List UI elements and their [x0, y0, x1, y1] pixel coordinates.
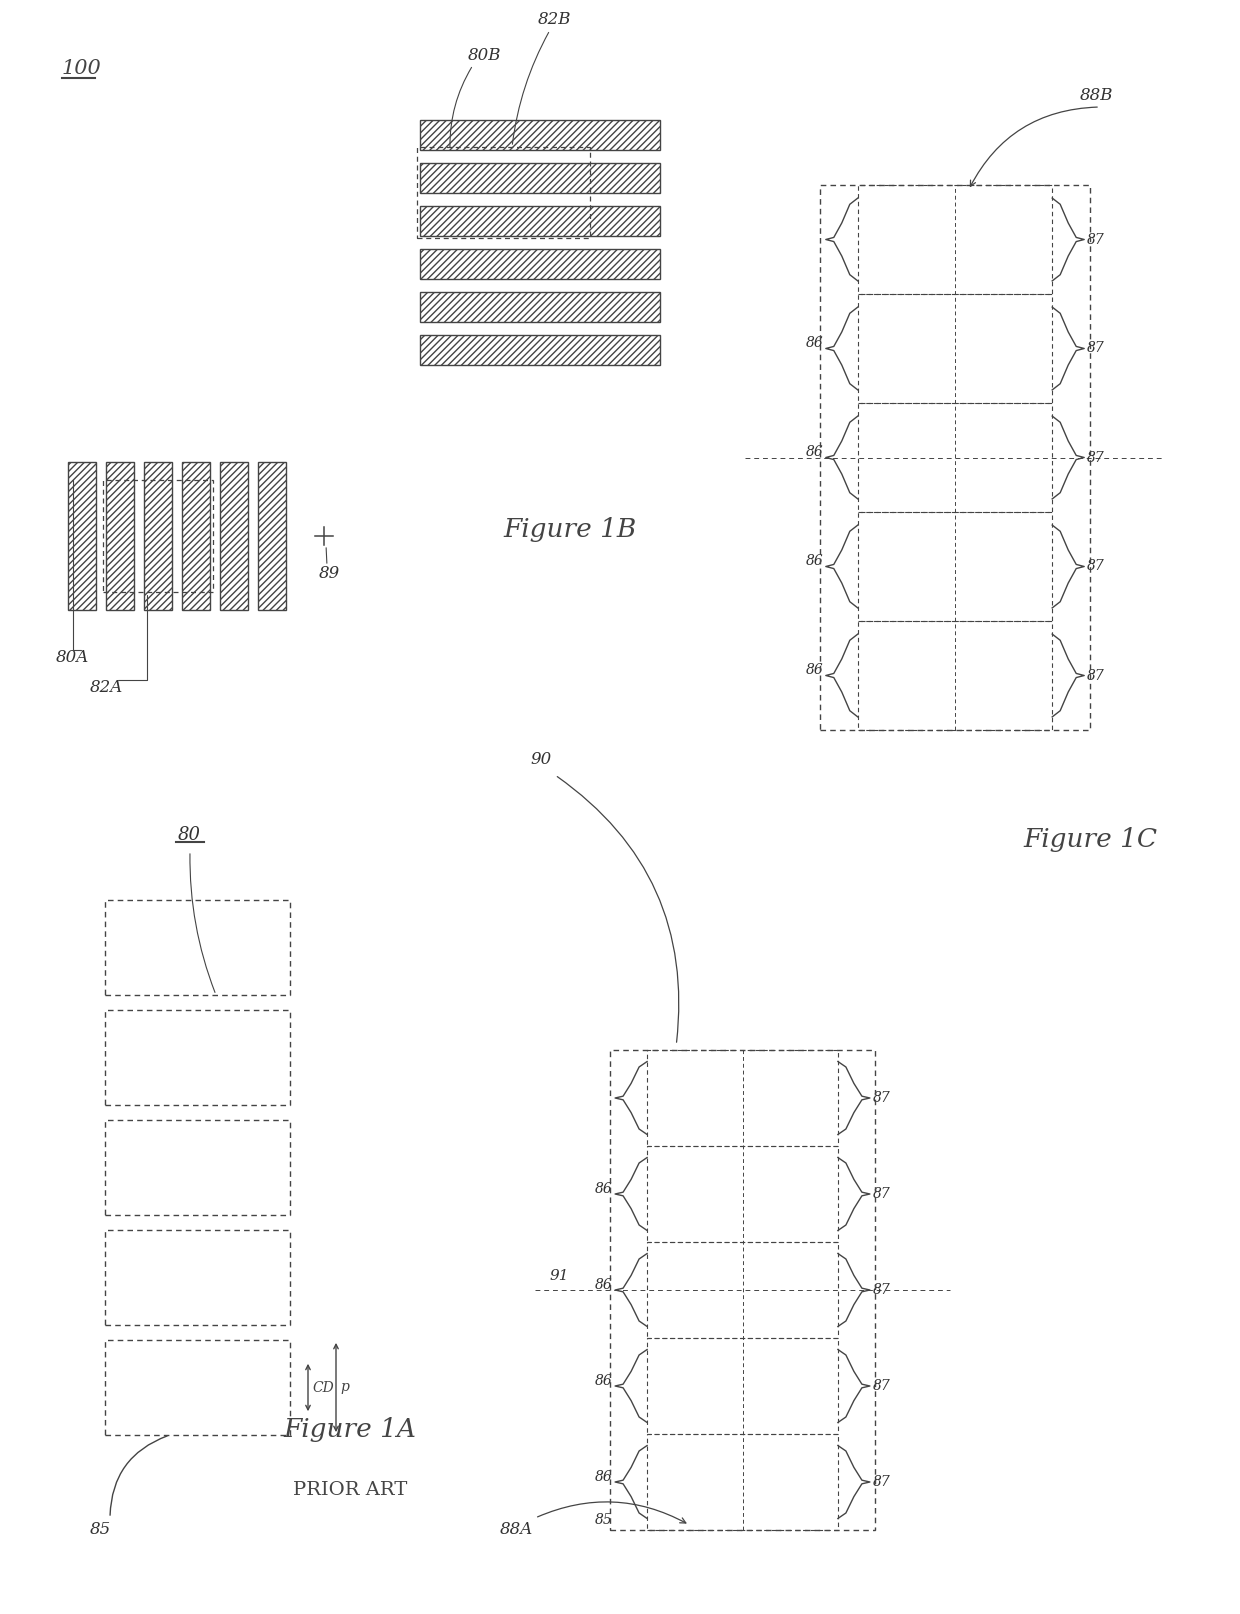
- Bar: [647, 1338, 838, 1433]
- Text: 86: 86: [595, 1374, 613, 1388]
- Text: 87: 87: [873, 1091, 890, 1106]
- Text: 87: 87: [873, 1186, 890, 1201]
- Bar: [858, 404, 1053, 512]
- Text: 87: 87: [873, 1475, 890, 1490]
- Bar: [105, 901, 290, 994]
- Bar: [647, 1051, 838, 1146]
- Text: 87: 87: [1087, 668, 1105, 683]
- Bar: [647, 1433, 838, 1530]
- Bar: [858, 621, 1053, 730]
- Text: 100: 100: [62, 58, 102, 77]
- Bar: [420, 292, 660, 323]
- Text: 86: 86: [595, 1278, 613, 1293]
- Text: 80B: 80B: [467, 47, 501, 63]
- Text: 86: 86: [806, 445, 823, 458]
- Bar: [68, 462, 95, 610]
- Bar: [858, 512, 1053, 621]
- Bar: [105, 1120, 290, 1215]
- Text: Figure 1B: Figure 1B: [503, 518, 636, 542]
- Bar: [105, 1010, 290, 1106]
- Bar: [647, 1146, 838, 1243]
- Text: p: p: [340, 1380, 348, 1394]
- Text: 86: 86: [806, 554, 823, 568]
- Bar: [182, 462, 210, 610]
- Bar: [610, 1051, 875, 1530]
- Bar: [647, 1243, 838, 1338]
- Text: 85: 85: [91, 1522, 112, 1538]
- Bar: [103, 479, 213, 592]
- Text: 87: 87: [1087, 232, 1105, 247]
- Bar: [258, 462, 286, 610]
- Text: 89: 89: [319, 565, 340, 583]
- Bar: [858, 186, 1053, 294]
- Bar: [420, 207, 660, 236]
- Text: 85: 85: [595, 1514, 613, 1527]
- Bar: [820, 186, 1090, 730]
- Bar: [420, 119, 660, 150]
- Bar: [420, 336, 660, 365]
- Text: 87: 87: [873, 1378, 890, 1393]
- Text: 87: 87: [1087, 342, 1105, 355]
- Text: 88A: 88A: [500, 1522, 533, 1538]
- Text: 82A: 82A: [91, 679, 123, 697]
- Bar: [105, 462, 134, 610]
- Bar: [858, 294, 1053, 404]
- Text: 86: 86: [595, 1181, 613, 1196]
- Text: 91: 91: [551, 1269, 569, 1283]
- Text: 87: 87: [1087, 450, 1105, 465]
- Text: 80: 80: [179, 826, 201, 844]
- Bar: [420, 163, 660, 194]
- Text: Figure 1C: Figure 1C: [1023, 828, 1157, 852]
- Text: 87: 87: [873, 1283, 890, 1298]
- Text: 90: 90: [529, 752, 552, 768]
- Text: 88B: 88B: [1080, 87, 1114, 103]
- Bar: [219, 462, 248, 610]
- Bar: [420, 249, 660, 279]
- Text: 86: 86: [595, 1470, 613, 1485]
- Text: 86: 86: [806, 663, 823, 676]
- Bar: [105, 1340, 290, 1435]
- Text: 82B: 82B: [538, 11, 572, 29]
- Text: 87: 87: [1087, 560, 1105, 573]
- Text: 86: 86: [806, 336, 823, 350]
- Bar: [417, 147, 590, 237]
- Text: 80A: 80A: [56, 649, 89, 667]
- Text: PRIOR ART: PRIOR ART: [293, 1482, 407, 1499]
- Bar: [144, 462, 172, 610]
- Bar: [105, 1230, 290, 1325]
- Text: CD: CD: [312, 1380, 334, 1394]
- Text: Figure 1A: Figure 1A: [284, 1417, 417, 1443]
